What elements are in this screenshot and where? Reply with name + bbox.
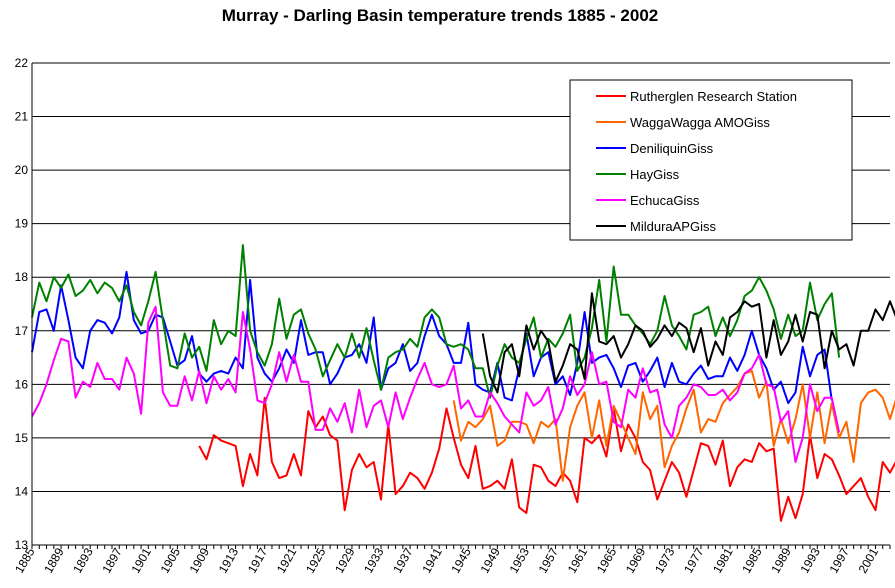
- x-tick-label: 1929: [332, 545, 358, 575]
- legend-label-4: EchucaGiss: [630, 193, 700, 208]
- x-tick-label: 1977: [681, 545, 707, 575]
- y-tick-label: 16: [15, 377, 29, 391]
- legend: Rutherglen Research Station WaggaWagga AM…: [569, 79, 853, 241]
- y-tick-label: 17: [15, 324, 29, 338]
- x-tick-label: 1953: [507, 545, 533, 575]
- gridlines: [32, 62, 890, 546]
- x-tick-label: 1905: [158, 545, 184, 575]
- x-tick-label: 1981: [710, 545, 736, 575]
- x-tick-label: 1997: [826, 545, 852, 575]
- x-tick-label: 1965: [594, 545, 620, 575]
- x-tick-label: 1917: [245, 545, 271, 575]
- x-tick-label: 1933: [361, 545, 387, 575]
- x-tick-label: 1901: [128, 545, 154, 575]
- x-tick-label: 1945: [448, 545, 474, 575]
- x-tick-label: 1889: [41, 545, 67, 575]
- x-axis-tick-labels: 1885 1889 1893 1897 1901 1905 1909 1913 1917 1921…: [12, 545, 881, 575]
- x-tick-label: 1993: [797, 545, 823, 575]
- x-tick-label: 1941: [419, 545, 445, 575]
- x-tick-label: 2001: [856, 545, 882, 575]
- y-tick-label: 15: [15, 431, 29, 445]
- legend-label-3: HayGiss: [630, 167, 680, 182]
- y-tick-label: 14: [15, 484, 29, 498]
- y-tick-label: 21: [15, 110, 29, 124]
- legend-label-2: DeniliquinGiss: [630, 141, 714, 156]
- chart-title: Murray - Darling Basin temperature trend…: [222, 6, 659, 25]
- series-line-4: [31, 305, 841, 463]
- y-tick-label: 22: [15, 56, 29, 70]
- x-tick-label: 1989: [768, 545, 794, 575]
- x-tick-label: 1921: [274, 545, 300, 575]
- series-line-0: [198, 396, 895, 522]
- legend-label-0: Rutherglen Research Station: [630, 89, 797, 104]
- x-tick-label: 1925: [303, 545, 329, 575]
- x-tick-label: 1913: [216, 545, 242, 575]
- x-tick-label: 1893: [70, 545, 96, 575]
- y-tick-label: 19: [15, 217, 29, 231]
- x-tick-label: 1985: [739, 545, 765, 575]
- y-tick-label: 20: [15, 163, 29, 177]
- x-tick-label: 1897: [99, 545, 125, 575]
- series-line-3: [31, 244, 841, 399]
- series-line-2: [31, 270, 833, 405]
- y-tick-label: 13: [15, 538, 29, 552]
- x-tick-label: 1949: [477, 545, 503, 575]
- series-lines: [31, 244, 895, 522]
- legend-label-1: WaggaWagga AMOGiss: [630, 115, 770, 130]
- x-tick-label: 1969: [623, 545, 649, 575]
- x-tick-label: 1961: [565, 545, 591, 575]
- axes: [31, 63, 891, 549]
- x-tick-label: 1957: [536, 545, 562, 575]
- y-axis-tick-labels: 13 14 15 16 17 18 19 20 21 22: [15, 56, 29, 552]
- legend-box: [569, 79, 853, 241]
- series-line-5: [481, 292, 895, 394]
- legend-label-5: MilduraAPGiss: [630, 219, 716, 234]
- x-tick-label: 1973: [652, 545, 678, 575]
- x-tick-label: 1909: [187, 545, 213, 575]
- y-tick-label: 18: [15, 270, 29, 284]
- series-line-1: [452, 369, 895, 482]
- x-tick-label: 1937: [390, 545, 416, 575]
